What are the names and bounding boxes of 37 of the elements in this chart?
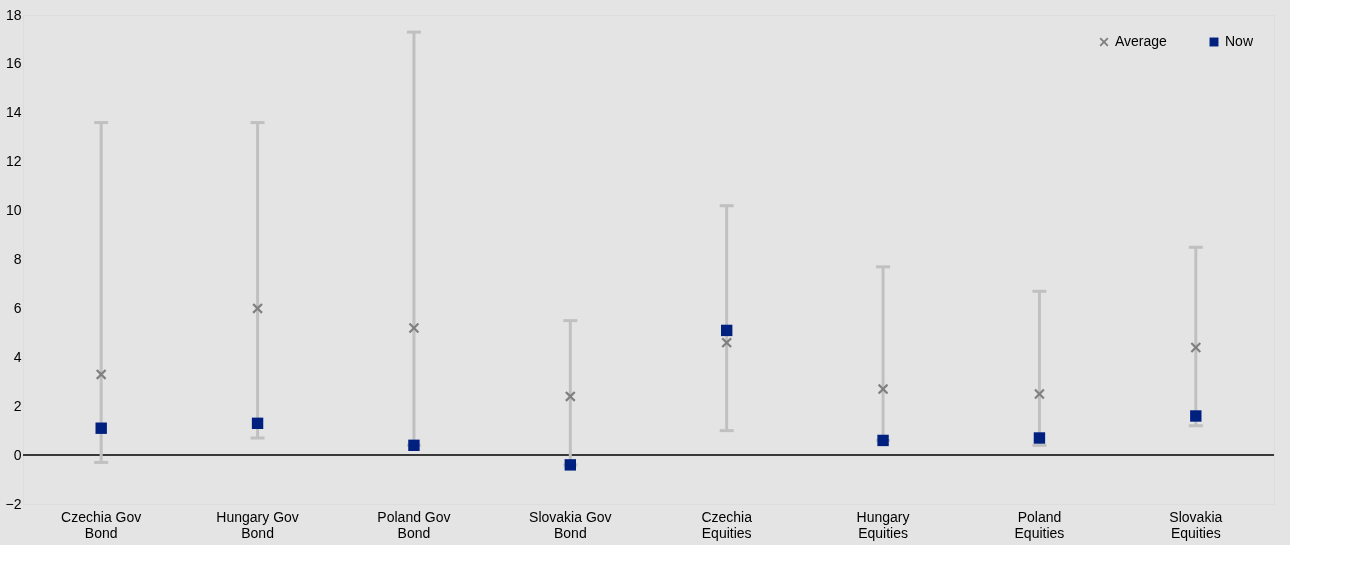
x-tick-label: Hungary Gov Bond <box>216 508 299 541</box>
point <box>564 459 577 471</box>
point <box>408 322 420 334</box>
y-tick-label: 10 <box>5 202 22 219</box>
x-tick-label: Hungary Equities <box>856 508 910 541</box>
x-tick-label: Czechia Gov Bond <box>61 508 142 541</box>
y-tick-label: 6 <box>13 299 22 316</box>
point <box>1034 388 1045 400</box>
point <box>252 303 263 314</box>
point <box>251 417 264 430</box>
point <box>1190 410 1202 422</box>
x-tick-label: Poland Equities <box>1014 508 1065 541</box>
y-tick-label: 14 <box>5 104 22 121</box>
x-tick-label: Poland Gov Bond <box>377 508 451 541</box>
legend-label: Average <box>1115 33 1168 49</box>
y-tick-label: 18 <box>5 6 22 23</box>
point <box>1190 342 1202 353</box>
point <box>565 391 576 402</box>
y-tick-label: 0 <box>13 446 22 463</box>
legend-label: Now <box>1225 33 1254 49</box>
x-tick-label: Czechia Equities <box>701 508 753 541</box>
point <box>877 434 889 447</box>
point <box>1033 432 1046 444</box>
point <box>720 324 733 337</box>
y-tick-label: 16 <box>5 55 22 72</box>
point <box>95 369 107 380</box>
y-tick-label: 8 <box>13 251 22 267</box>
point <box>408 439 420 452</box>
y-tick-label: 4 <box>13 348 22 365</box>
y-tick-label: 2 <box>13 397 22 414</box>
x-tick-label: Slovakia Equities <box>1169 508 1223 541</box>
point <box>721 337 732 348</box>
point <box>877 383 889 395</box>
y-tick-label: 12 <box>5 153 22 170</box>
point <box>95 422 107 434</box>
x-tick-label: Slovakia Gov Bond <box>529 508 612 541</box>
y-tick-label: −2 <box>5 495 22 512</box>
